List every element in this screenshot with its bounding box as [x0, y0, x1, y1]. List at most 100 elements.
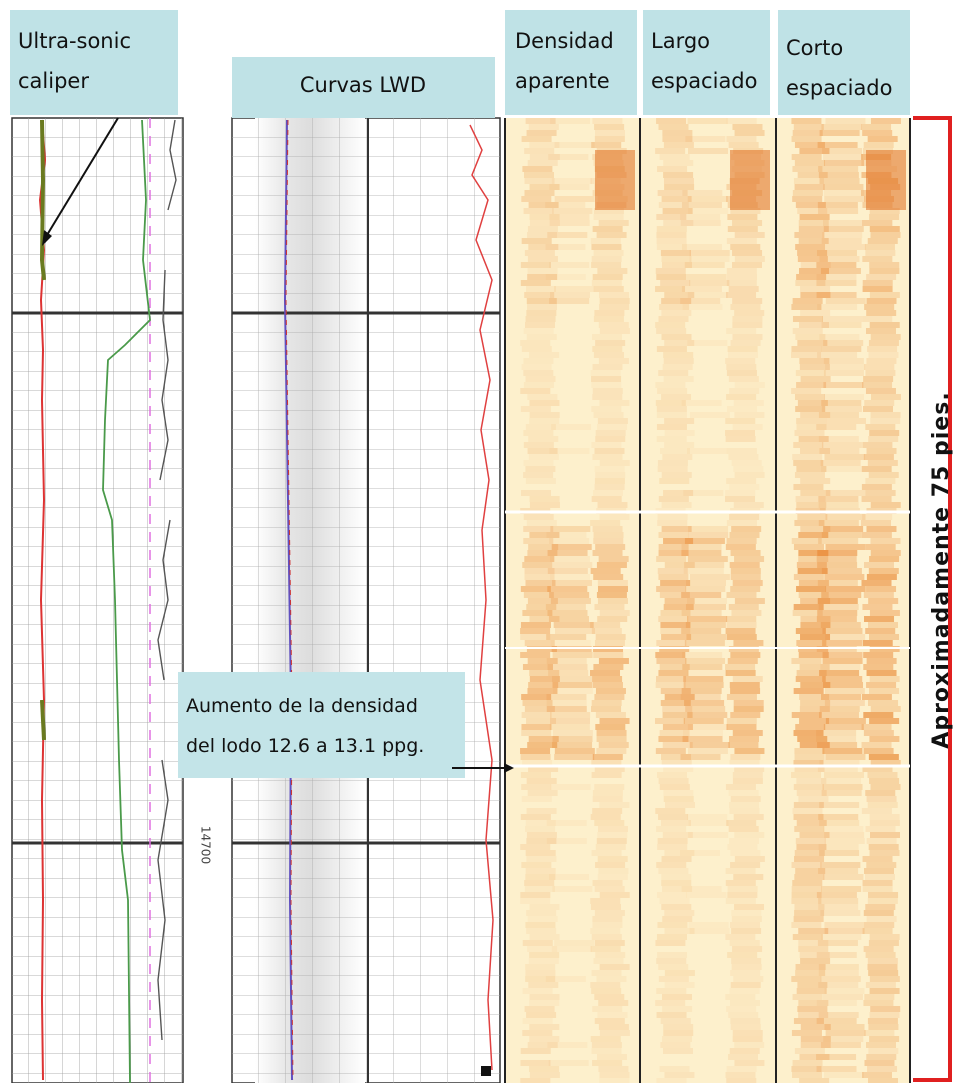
- image-texture: [819, 670, 860, 676]
- image-texture: [734, 310, 765, 316]
- image-texture: [683, 730, 724, 736]
- image-texture: [863, 652, 894, 658]
- image-texture: [522, 760, 553, 766]
- image-texture: [525, 826, 556, 832]
- image-texture: [800, 1036, 831, 1042]
- image-texture: [792, 166, 823, 172]
- image-texture: [594, 448, 625, 454]
- image-texture: [730, 586, 761, 592]
- image-texture: [660, 610, 691, 616]
- image-texture: [593, 664, 624, 670]
- image-texture: [825, 418, 866, 424]
- image-texture: [799, 664, 830, 670]
- image-texture: [818, 1012, 859, 1018]
- image-texture: [795, 280, 826, 286]
- image-texture: [794, 184, 825, 190]
- image-texture: [867, 772, 898, 778]
- image-texture: [591, 280, 622, 286]
- image-texture: [598, 556, 629, 562]
- image-texture: [598, 1024, 629, 1030]
- image-texture: [794, 232, 825, 238]
- image-texture: [825, 634, 866, 640]
- image-texture: [870, 118, 901, 124]
- image-texture: [792, 190, 823, 196]
- image-texture: [662, 724, 693, 730]
- image-texture: [732, 946, 763, 952]
- image-texture: [663, 352, 694, 358]
- image-texture: [594, 640, 625, 646]
- image-texture: [823, 370, 864, 376]
- image-texture: [527, 790, 558, 796]
- image-texture: [727, 274, 758, 280]
- image-texture: [821, 238, 862, 244]
- image-texture: [662, 1006, 693, 1012]
- image-texture: [794, 394, 825, 400]
- image-texture: [800, 286, 831, 292]
- image-texture: [659, 478, 690, 484]
- image-texture: [793, 814, 824, 820]
- image-texture: [795, 628, 826, 634]
- image-texture: [824, 922, 865, 928]
- image-texture: [819, 448, 860, 454]
- image-texture: [867, 898, 898, 904]
- image-texture: [799, 832, 830, 838]
- image-texture: [528, 958, 559, 964]
- image-texture: [595, 430, 626, 436]
- image-texture: [685, 604, 726, 610]
- image-texture: [794, 910, 825, 916]
- image-texture: [687, 448, 728, 454]
- image-texture: [520, 748, 551, 754]
- image-texture: [725, 1072, 756, 1078]
- image-texture: [797, 208, 828, 214]
- image-texture: [523, 472, 554, 478]
- image-texture: [796, 274, 827, 280]
- image-texture: [663, 604, 694, 610]
- image-texture: [861, 808, 892, 814]
- image-texture: [529, 400, 560, 406]
- image-texture: [524, 172, 555, 178]
- image-texture: [866, 796, 897, 802]
- image-texture: [596, 976, 627, 982]
- image-texture: [681, 628, 722, 634]
- image-texture: [658, 976, 689, 982]
- image-texture: [529, 496, 560, 502]
- image-texture: [796, 418, 827, 424]
- image-texture: [680, 754, 721, 760]
- image-texture: [682, 244, 723, 250]
- image-texture: [593, 412, 624, 418]
- image-texture: [796, 988, 827, 994]
- image-texture: [800, 634, 831, 640]
- header-label: aparente: [515, 69, 610, 93]
- image-texture: [599, 304, 630, 310]
- image-texture: [590, 928, 621, 934]
- image-texture: [664, 598, 695, 604]
- image-texture: [728, 790, 759, 796]
- image-texture: [552, 562, 593, 568]
- image-texture: [821, 406, 862, 412]
- image-texture: [599, 400, 630, 406]
- image-texture: [729, 838, 760, 844]
- image-texture: [823, 874, 864, 880]
- image-texture: [730, 1024, 761, 1030]
- image-texture: [799, 358, 830, 364]
- image-texture: [664, 928, 695, 934]
- image-texture: [726, 448, 757, 454]
- image-texture: [545, 202, 586, 208]
- image-texture: [597, 598, 628, 604]
- image-texture: [591, 382, 622, 388]
- image-texture: [554, 142, 595, 148]
- image-texture: [870, 760, 901, 766]
- image-texture: [726, 694, 757, 700]
- image-texture: [523, 370, 554, 376]
- image-texture: [728, 352, 759, 358]
- image-texture: [656, 1078, 687, 1083]
- image-texture: [820, 1042, 861, 1048]
- image-texture: [521, 136, 552, 142]
- image-texture: [792, 808, 823, 814]
- image-texture: [591, 970, 622, 976]
- image-texture: [598, 1000, 629, 1006]
- image-texture: [816, 1000, 857, 1006]
- image-texture: [660, 250, 691, 256]
- image-texture: [658, 316, 689, 322]
